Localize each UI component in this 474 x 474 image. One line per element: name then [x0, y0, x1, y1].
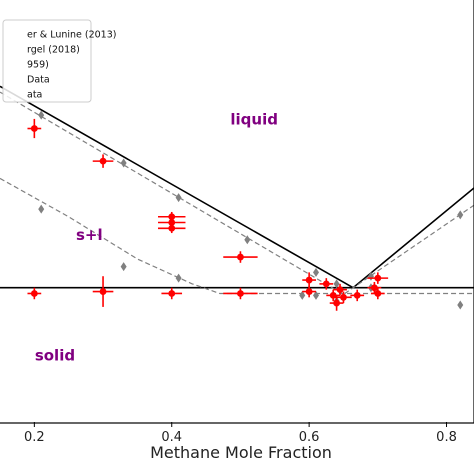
gray-diamond-point	[367, 271, 374, 281]
x-tick-label: 0.2	[24, 430, 45, 445]
red-errorbar-point	[333, 283, 347, 296]
region-label-layer: liquid s+l solid	[35, 111, 278, 365]
legend-entry: 959)	[27, 60, 49, 71]
x-axis-label: Methane Mole Fraction	[150, 443, 332, 462]
data-point-marker	[168, 219, 176, 226]
legend-entry-label: Data	[27, 75, 50, 86]
legend: er & Lunine (2013) rgel (2018) 959) Data ata	[2, 19, 116, 103]
data-point-marker	[333, 299, 341, 307]
gray-diamond-point	[457, 300, 464, 310]
dashed-curve-2	[0, 91, 474, 296]
red-errorbar-point	[302, 272, 316, 288]
data-point-marker	[370, 284, 378, 292]
legend-entry: ata	[27, 90, 42, 101]
data-point-marker	[30, 290, 38, 297]
data-point-marker	[30, 125, 38, 132]
legend-entry: rgel (2018)	[27, 45, 80, 56]
red-errorbar-point	[350, 289, 365, 302]
data-point-marker	[168, 224, 176, 232]
region-label-sl: s+l	[76, 226, 103, 244]
red-errorbar-point	[223, 287, 258, 300]
gray-diamond-point	[120, 158, 127, 168]
series-layer	[0, 85, 474, 311]
red-errorbar-point	[161, 287, 183, 300]
red-errorbar-point	[335, 291, 352, 304]
x-tick-label: 0.6	[299, 430, 320, 445]
red-errorbar-point	[326, 289, 341, 302]
gray-diamond-point	[333, 279, 340, 289]
data-point-marker	[336, 286, 344, 294]
data-point-marker	[237, 253, 244, 261]
legend-entry-label: rgel (2018)	[27, 45, 80, 56]
legend-entry-label: er & Lunine (2013)	[27, 30, 116, 41]
red-errorbar-point	[92, 154, 114, 168]
red-errorbar-point	[27, 118, 42, 139]
legend-entry-label: 959)	[27, 60, 49, 71]
legend-entry: er & Lunine (2013)	[27, 30, 116, 41]
gray-diamond-point	[38, 110, 45, 120]
data-point-marker	[168, 290, 176, 297]
data-point-marker	[374, 274, 382, 282]
legend-box	[2, 19, 92, 103]
data-point-marker	[305, 288, 313, 295]
data-point-marker	[353, 292, 361, 299]
red-errorbar-point	[367, 281, 382, 294]
red-errorbar-point	[27, 287, 42, 300]
region-label-solid: solid	[35, 347, 75, 365]
region-label-liquid: liquid	[230, 111, 278, 129]
data-point-marker	[340, 293, 347, 301]
data-point-marker	[374, 290, 382, 297]
data-point-marker	[99, 157, 107, 165]
red-errorbar-point	[158, 217, 186, 228]
x-axis-ticks: 0.2 0.4 0.6 0.8	[24, 422, 457, 445]
red-errorbar-point	[370, 287, 385, 300]
gray-diamond-point	[38, 204, 45, 214]
legend-entry-label: ata	[27, 90, 42, 101]
data-point-marker	[305, 276, 313, 284]
red-errorbar-point	[302, 285, 316, 298]
x-tick-label: 0.8	[436, 430, 457, 445]
data-point-marker	[237, 290, 244, 297]
data-point-marker	[168, 213, 176, 221]
data-point-marker	[99, 288, 107, 295]
gray-diamond-point	[120, 262, 127, 272]
gray-diamond-point	[175, 193, 182, 203]
red-errorbar-point	[319, 278, 334, 290]
x-tick-label: 0.4	[161, 430, 182, 445]
gray-diamond-point	[244, 235, 251, 245]
legend-entry: Data	[27, 75, 50, 86]
red-errorbar-point	[223, 251, 258, 263]
gray-diamond-point	[457, 210, 464, 220]
plot-frame	[0, 0, 474, 424]
dashed-curve-3	[0, 177, 474, 295]
red-errorbar-point	[92, 276, 114, 307]
data-point-marker	[322, 280, 330, 288]
gray-diamond-point	[313, 267, 319, 277]
red-errorbar-point	[367, 272, 389, 284]
data-point-marker	[329, 292, 337, 299]
red-errorbar-point	[158, 223, 186, 234]
gray-diamond-point	[313, 290, 319, 300]
gray-diamond-point	[299, 290, 306, 300]
gray-diamond-point	[175, 273, 182, 283]
